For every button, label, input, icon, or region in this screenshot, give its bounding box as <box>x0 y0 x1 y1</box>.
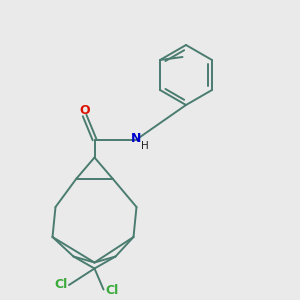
Text: Cl: Cl <box>105 284 118 298</box>
Text: Cl: Cl <box>54 278 68 291</box>
Text: H: H <box>141 141 149 151</box>
Text: O: O <box>79 104 90 118</box>
Text: N: N <box>131 131 142 145</box>
